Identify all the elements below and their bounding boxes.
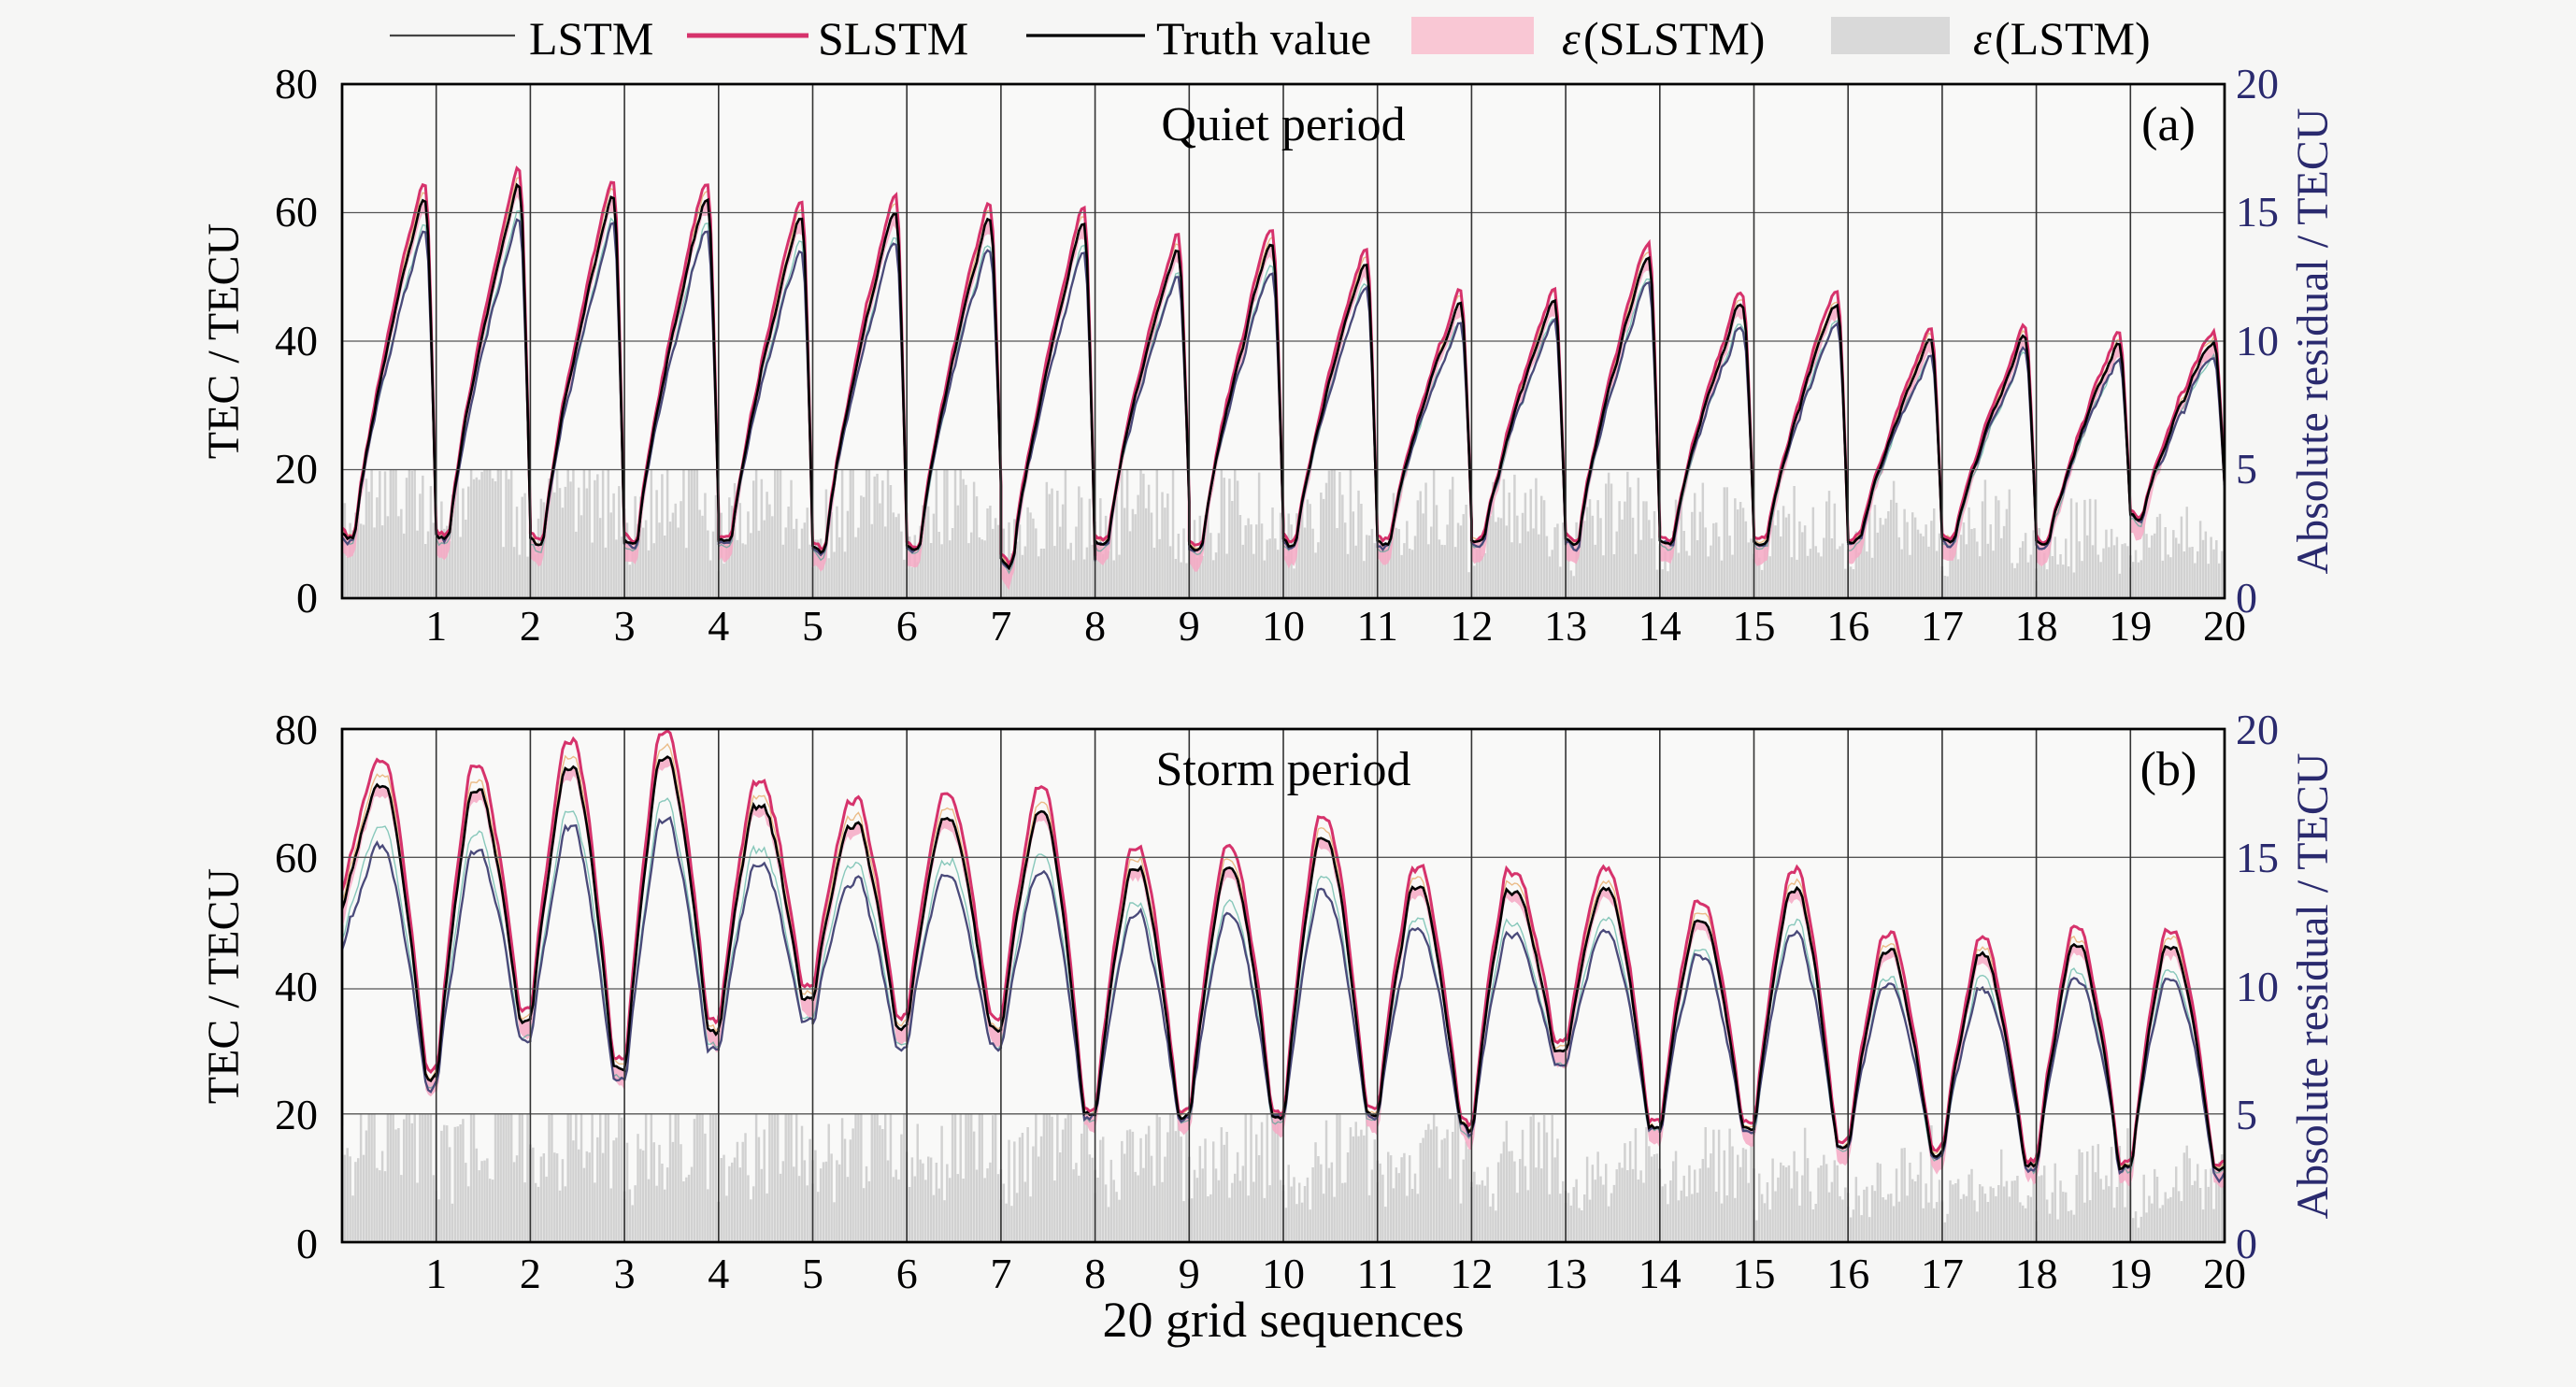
svg-text:ε: ε [1973, 12, 1992, 64]
svg-text:6: 6 [896, 1250, 918, 1297]
svg-text:Quiet period: Quiet period [1161, 98, 1405, 151]
svg-text:15: 15 [2236, 834, 2279, 881]
svg-text:20: 20 [2236, 60, 2279, 107]
svg-text:ε: ε [1562, 12, 1581, 64]
svg-text:80: 80 [275, 60, 318, 107]
svg-text:17: 17 [1921, 1250, 1964, 1297]
svg-text:19: 19 [2109, 602, 2152, 650]
svg-text:10: 10 [1262, 1250, 1305, 1297]
svg-text:SLSTM: SLSTM [818, 12, 968, 64]
svg-text:20 grid sequences: 20 grid sequences [1103, 1292, 1465, 1348]
svg-text:14: 14 [1639, 1250, 1682, 1297]
svg-text:(LSTM): (LSTM) [1995, 12, 2151, 64]
svg-text:11: 11 [1357, 602, 1398, 650]
svg-text:15: 15 [2236, 188, 2279, 236]
svg-text:20: 20 [2236, 706, 2279, 753]
svg-text:80: 80 [275, 706, 318, 753]
svg-text:12: 12 [1450, 602, 1493, 650]
svg-text:14: 14 [1639, 602, 1682, 650]
svg-text:4: 4 [708, 602, 729, 650]
svg-text:8: 8 [1084, 602, 1106, 650]
svg-text:11: 11 [1357, 1250, 1398, 1297]
svg-text:4: 4 [708, 1250, 729, 1297]
svg-text:Storm period: Storm period [1156, 743, 1411, 796]
svg-text:TEC / TECU: TEC / TECU [199, 223, 249, 459]
svg-text:17: 17 [1921, 602, 1964, 650]
svg-text:5: 5 [802, 602, 823, 650]
svg-text:18: 18 [2015, 1250, 2058, 1297]
svg-text:2: 2 [520, 602, 541, 650]
svg-text:3: 3 [614, 602, 636, 650]
svg-text:Absolute residual / TECU: Absolute residual / TECU [2288, 752, 2338, 1219]
svg-text:(a): (a) [2141, 98, 2196, 151]
svg-text:60: 60 [275, 188, 318, 236]
svg-text:5: 5 [2236, 1091, 2257, 1138]
svg-text:40: 40 [275, 963, 318, 1010]
svg-text:9: 9 [1179, 1250, 1200, 1297]
svg-text:20: 20 [275, 445, 318, 493]
svg-text:12: 12 [1450, 1250, 1493, 1297]
svg-text:15: 15 [1733, 1250, 1776, 1297]
svg-text:LSTM: LSTM [529, 12, 653, 64]
svg-text:9: 9 [1179, 602, 1200, 650]
svg-text:20: 20 [2203, 1250, 2246, 1297]
svg-text:19: 19 [2109, 1250, 2152, 1297]
svg-text:20: 20 [275, 1091, 318, 1138]
svg-text:40: 40 [275, 317, 318, 365]
svg-text:60: 60 [275, 834, 318, 881]
svg-text:0: 0 [296, 1220, 318, 1267]
svg-text:13: 13 [1544, 1250, 1587, 1297]
svg-text:0: 0 [296, 574, 318, 622]
svg-text:(SLSTM): (SLSTM) [1583, 12, 1765, 64]
svg-text:16: 16 [1826, 1250, 1869, 1297]
svg-text:8: 8 [1084, 1250, 1106, 1297]
svg-text:20: 20 [2203, 602, 2246, 650]
svg-text:Absolute residual / TECU: Absolute residual / TECU [2288, 107, 2338, 574]
svg-text:16: 16 [1826, 602, 1869, 650]
svg-text:Truth value: Truth value [1156, 12, 1371, 64]
svg-text:TEC / TECU: TEC / TECU [199, 868, 249, 1104]
svg-text:10: 10 [1262, 602, 1305, 650]
svg-text:13: 13 [1544, 602, 1587, 650]
svg-text:1: 1 [425, 1250, 447, 1297]
svg-text:(b): (b) [2140, 743, 2197, 796]
svg-text:10: 10 [2236, 317, 2279, 365]
svg-text:15: 15 [1733, 602, 1776, 650]
svg-text:7: 7 [990, 602, 1011, 650]
svg-text:6: 6 [896, 602, 918, 650]
svg-text:1: 1 [425, 602, 447, 650]
svg-text:10: 10 [2236, 963, 2279, 1010]
svg-text:18: 18 [2015, 602, 2058, 650]
svg-text:5: 5 [802, 1250, 823, 1297]
svg-text:2: 2 [520, 1250, 541, 1297]
svg-text:3: 3 [614, 1250, 636, 1297]
svg-text:7: 7 [990, 1250, 1011, 1297]
svg-text:5: 5 [2236, 445, 2257, 493]
